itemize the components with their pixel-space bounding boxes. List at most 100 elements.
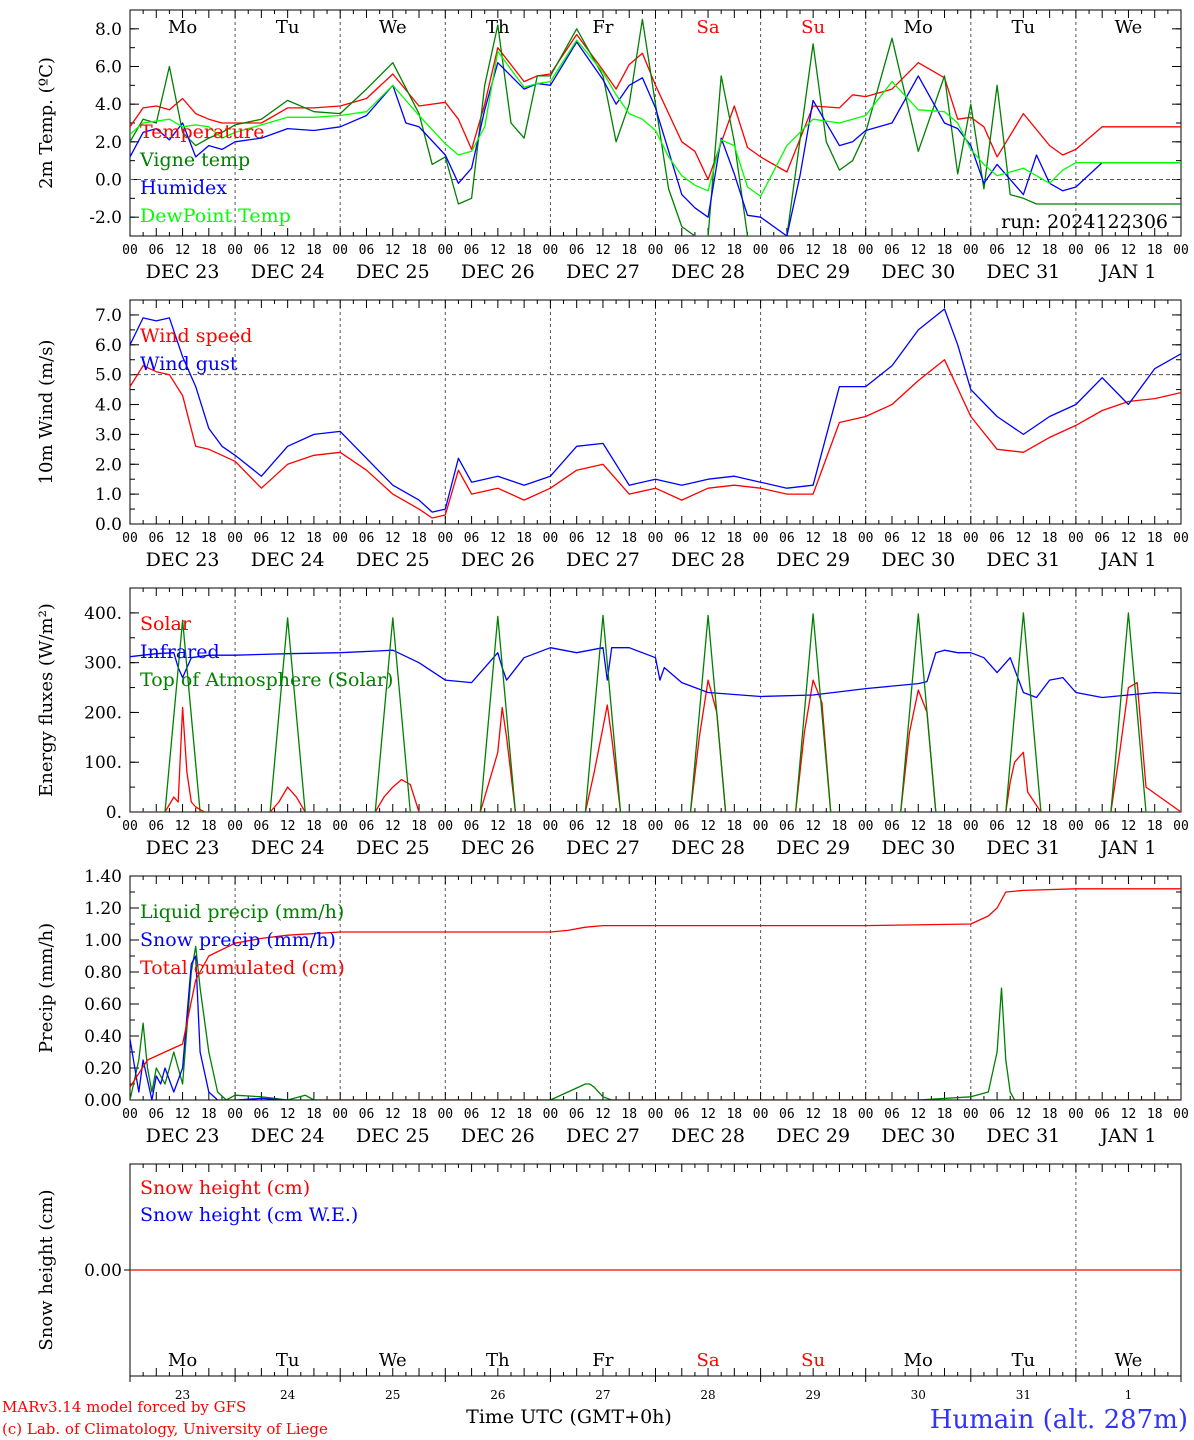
hour-tick-label: 12 bbox=[700, 531, 716, 546]
date-label: DEC 29 bbox=[776, 549, 850, 571]
hour-tick-label: 06 bbox=[148, 531, 164, 546]
hour-tick-label: 00 bbox=[753, 819, 769, 834]
series-group bbox=[130, 308, 1181, 519]
series-line-total-cumulated-cm bbox=[130, 888, 1181, 1088]
hour-tick-label: 06 bbox=[359, 531, 375, 546]
legend-entry: Snow precip (mm/h) bbox=[140, 929, 336, 951]
weekday-label: Th bbox=[486, 1350, 510, 1371]
hour-tick-label: 06 bbox=[359, 1107, 375, 1122]
hour-tick-label: 18 bbox=[1042, 531, 1058, 546]
panel-energy: 0. 100. 200. 300. 400. Energy fluxes (W/m²) So… bbox=[36, 587, 1189, 859]
date-label: DEC 28 bbox=[671, 1125, 745, 1147]
hour-tick-label: 18 bbox=[516, 819, 532, 834]
hour-tick-label: 12 bbox=[1121, 1107, 1137, 1122]
weekday-label: Mo bbox=[168, 1350, 197, 1371]
y-tick-label: 4.0 bbox=[95, 396, 122, 416]
hour-tick-label: 00 bbox=[227, 1107, 243, 1122]
hour-tick-label: 06 bbox=[569, 1107, 585, 1122]
hour-tick-label: 00 bbox=[227, 819, 243, 834]
hour-tick-label: 06 bbox=[254, 531, 270, 546]
hour-tick-label: 00 bbox=[648, 243, 664, 258]
hour-tick-label: 12 bbox=[805, 819, 821, 834]
hour-tick-label: 12 bbox=[490, 1107, 506, 1122]
weekday-label: Fr bbox=[592, 1350, 613, 1371]
hour-tick-label: 06 bbox=[1094, 1107, 1110, 1122]
legend-entry: Snow height (cm W.E.) bbox=[140, 1204, 358, 1226]
y-tick-label: 8.0 bbox=[95, 20, 122, 40]
hour-tick-label: 18 bbox=[201, 531, 217, 546]
weekday-label: Tu bbox=[276, 1350, 300, 1371]
hour-tick-label: 12 bbox=[280, 531, 296, 546]
date-label: DEC 30 bbox=[881, 549, 955, 571]
hour-tick-label: 18 bbox=[832, 243, 848, 258]
hour-tick-label: 06 bbox=[148, 1107, 164, 1122]
hour-tick-label: 18 bbox=[201, 819, 217, 834]
day-number-label: 29 bbox=[806, 1388, 821, 1402]
hour-tick-label: 18 bbox=[201, 1107, 217, 1122]
hour-tick-label: 00 bbox=[122, 243, 138, 258]
series-line-liquid-precip-mm-h bbox=[130, 945, 1181, 1100]
hour-tick-label: 06 bbox=[1094, 531, 1110, 546]
hour-tick-label: 06 bbox=[569, 531, 585, 546]
date-label: DEC 26 bbox=[461, 1125, 535, 1147]
hour-tick-label: 18 bbox=[306, 531, 322, 546]
hour-tick-label: 12 bbox=[595, 819, 611, 834]
legend-entry: Temperature bbox=[140, 121, 264, 143]
legend-entry: Liquid precip (mm/h) bbox=[140, 901, 344, 923]
hour-tick-label: 18 bbox=[1042, 243, 1058, 258]
day-number-label: 30 bbox=[911, 1388, 926, 1402]
hour-tick-label: 18 bbox=[411, 243, 427, 258]
hour-tick-label: 18 bbox=[726, 531, 742, 546]
date-label: JAN 1 bbox=[1098, 837, 1156, 859]
hour-tick-label: 18 bbox=[516, 531, 532, 546]
day-number-label: 24 bbox=[280, 1388, 296, 1402]
hour-tick-label: 18 bbox=[516, 1107, 532, 1122]
hour-tick-label: 06 bbox=[148, 243, 164, 258]
day-number-label: 27 bbox=[595, 1388, 610, 1402]
hour-tick-label: 00 bbox=[543, 243, 559, 258]
hour-tick-label: 12 bbox=[910, 1107, 926, 1122]
hour-tick-label: 06 bbox=[464, 243, 480, 258]
hour-tick-label: 18 bbox=[1147, 1107, 1163, 1122]
weekday-label: Mo bbox=[168, 17, 197, 38]
hour-tick-label: 06 bbox=[464, 1107, 480, 1122]
legend-entry: DewPoint Temp bbox=[140, 205, 291, 227]
hour-tick-label: 00 bbox=[122, 819, 138, 834]
hour-tick-label: 12 bbox=[385, 531, 401, 546]
weekday-label: Sa bbox=[697, 17, 720, 38]
hour-tick-label: 12 bbox=[1016, 243, 1032, 258]
hour-tick-label: 18 bbox=[621, 531, 637, 546]
y-tick-label: 2.0 bbox=[95, 455, 122, 475]
hour-tick-label: 12 bbox=[1016, 819, 1032, 834]
run-annotation: run: 2024122306 bbox=[1001, 211, 1168, 233]
series-group bbox=[130, 612, 1181, 812]
date-label: DEC 31 bbox=[986, 837, 1060, 859]
hour-tick-label: 06 bbox=[989, 531, 1005, 546]
hour-tick-label: 06 bbox=[989, 243, 1005, 258]
y-tick-label: 3.0 bbox=[95, 425, 122, 445]
hour-tick-label: 18 bbox=[726, 243, 742, 258]
legend-entry: Solar bbox=[140, 613, 192, 635]
hour-tick-label: 00 bbox=[543, 1107, 559, 1122]
weekday-label: Th bbox=[486, 17, 510, 38]
hour-tick-label: 00 bbox=[122, 1107, 138, 1122]
hour-tick-label: 18 bbox=[832, 819, 848, 834]
hour-tick-label: 12 bbox=[700, 819, 716, 834]
date-label: DEC 31 bbox=[986, 549, 1060, 571]
hour-tick-label: 00 bbox=[753, 1107, 769, 1122]
hour-tick-label: 06 bbox=[779, 819, 795, 834]
date-label: DEC 25 bbox=[356, 1125, 430, 1147]
y-tick-label: 100. bbox=[84, 753, 122, 773]
hour-tick-label: 00 bbox=[332, 243, 348, 258]
hour-tick-label: 18 bbox=[1042, 819, 1058, 834]
hour-tick-label: 12 bbox=[595, 1107, 611, 1122]
hour-tick-label: 12 bbox=[1016, 531, 1032, 546]
legend-entry: Humidex bbox=[140, 177, 227, 199]
y-tick-label: 4.0 bbox=[95, 95, 122, 115]
hour-tick-label: 18 bbox=[411, 1107, 427, 1122]
hour-tick-label: 00 bbox=[858, 1107, 874, 1122]
hour-tick-label: 18 bbox=[306, 819, 322, 834]
hour-tick-label: 06 bbox=[464, 819, 480, 834]
date-label: DEC 24 bbox=[251, 261, 325, 283]
